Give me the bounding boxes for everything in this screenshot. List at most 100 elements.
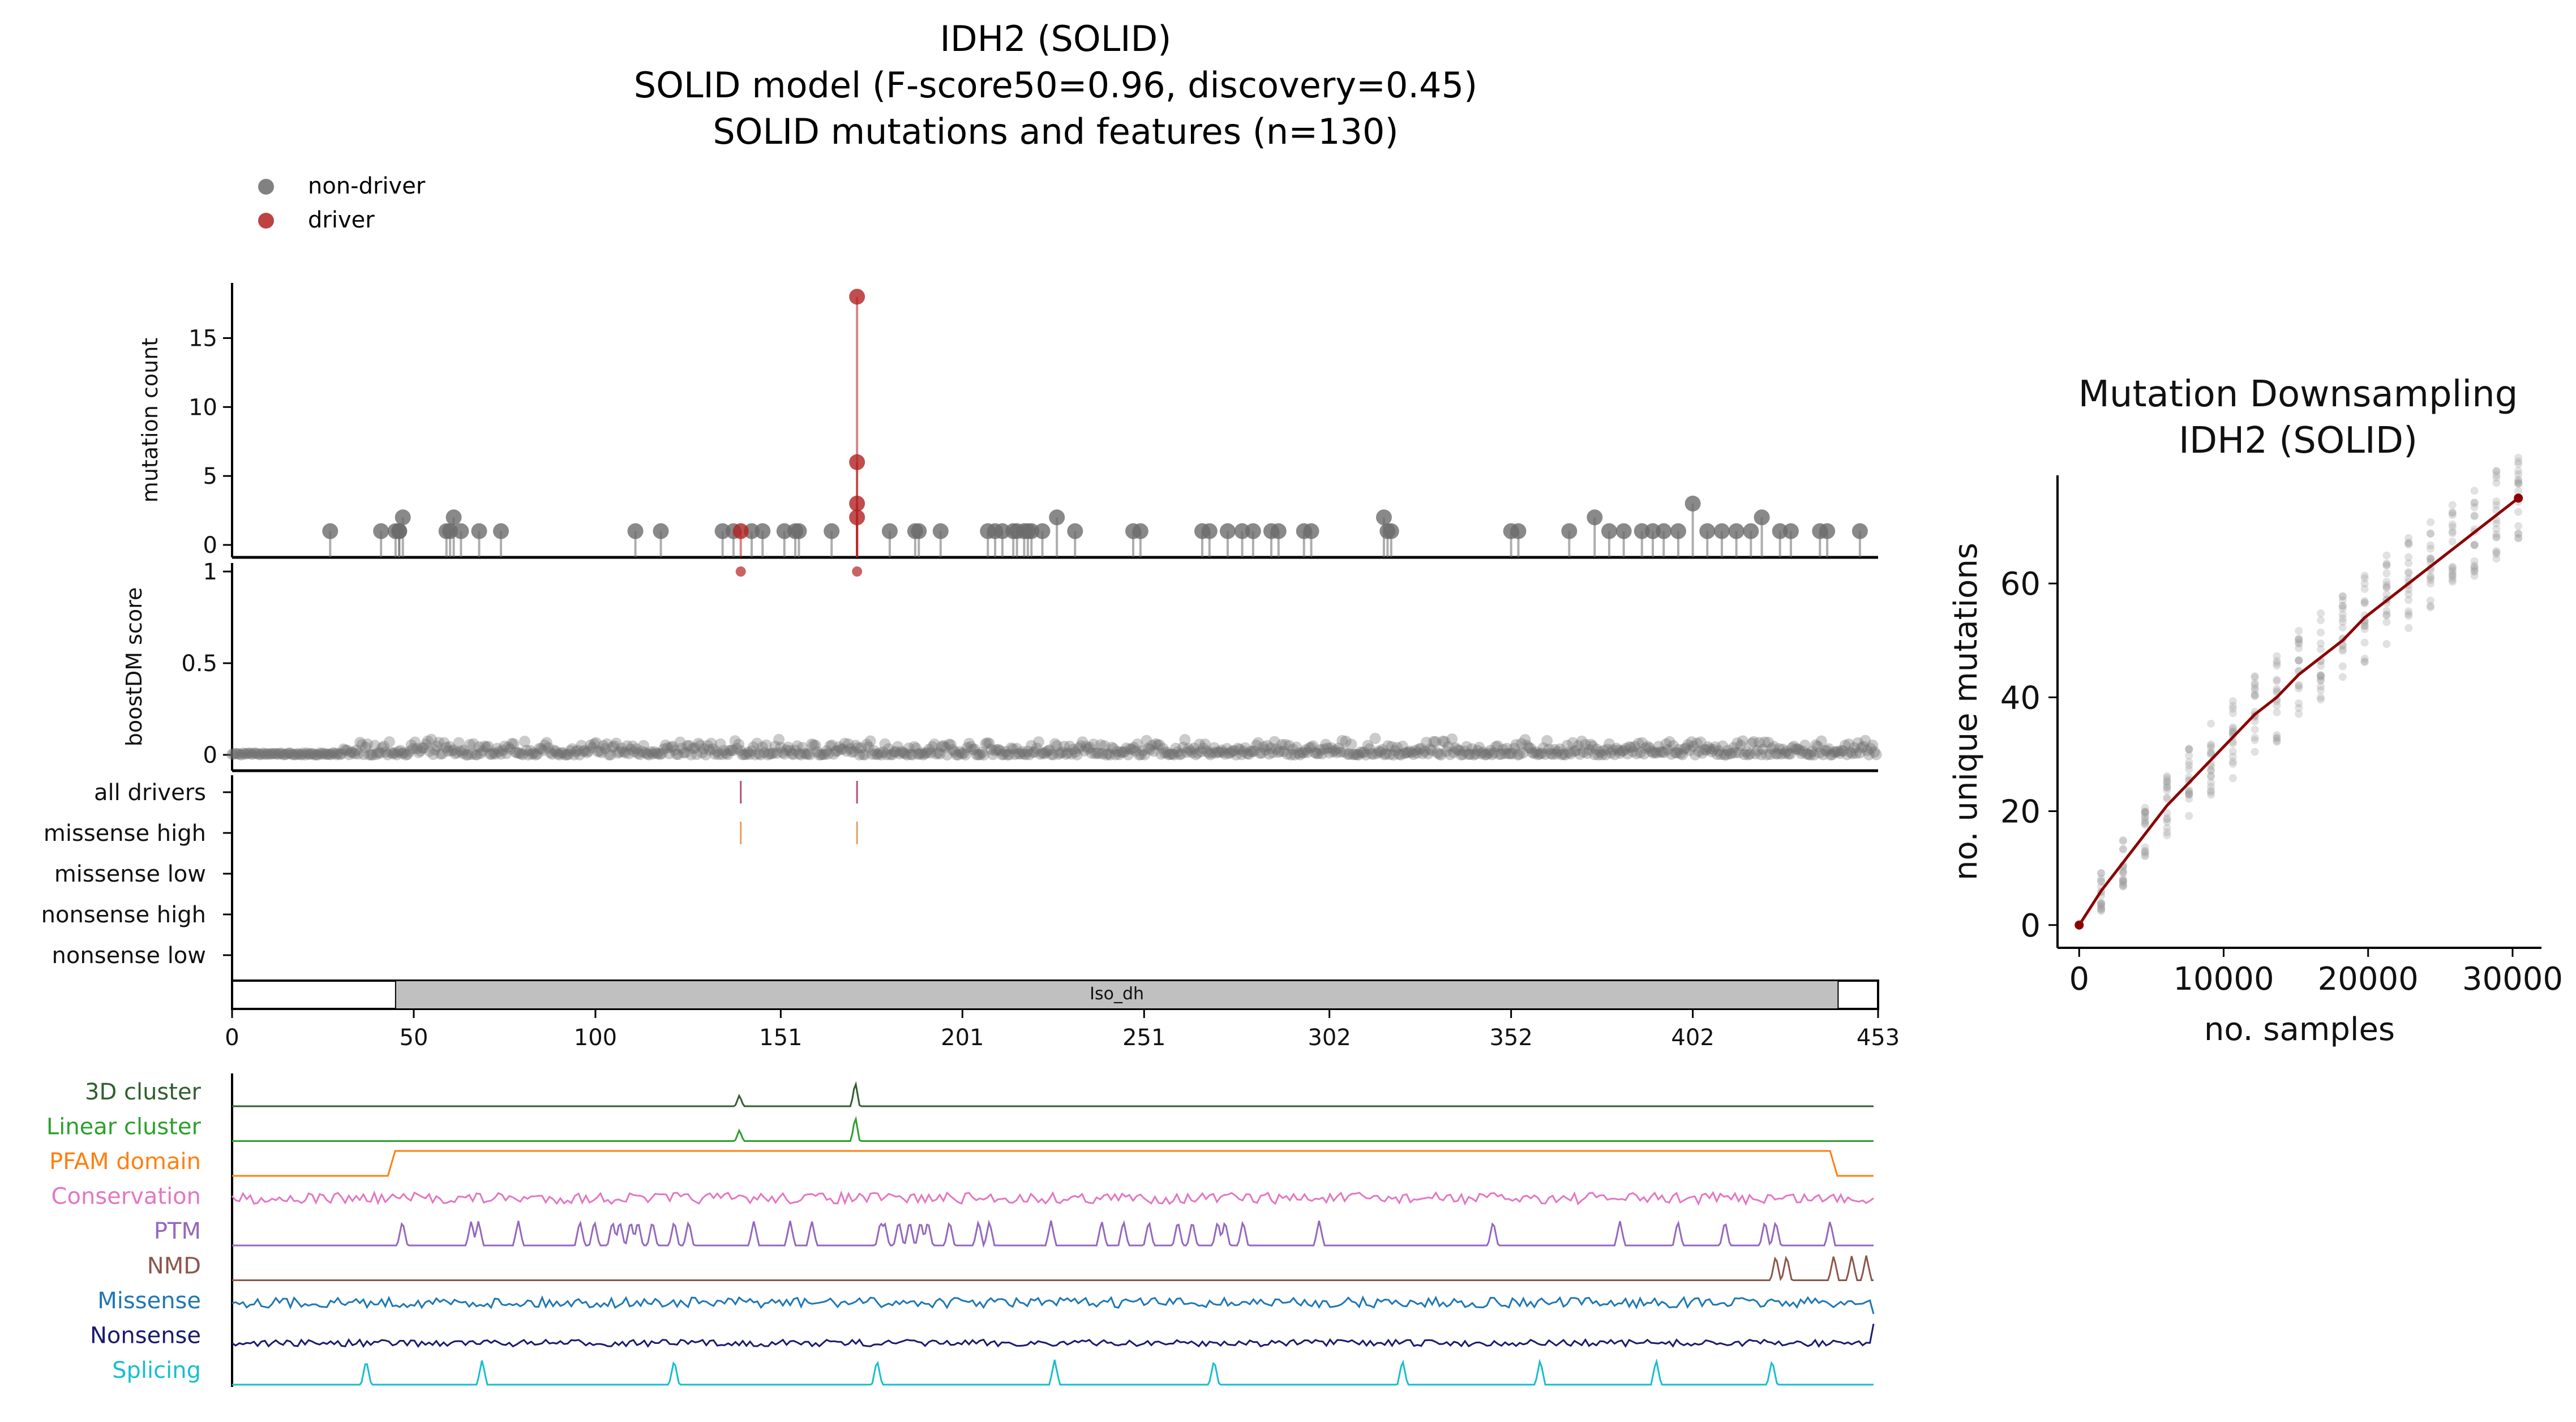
score-point-non-driver <box>1212 746 1224 758</box>
downsampling-replicate-point <box>2470 563 2479 572</box>
score-point-non-driver <box>601 738 613 750</box>
downsampling-replicate-point <box>2185 787 2193 796</box>
score-point-non-driver <box>1563 746 1575 758</box>
score-point-non-driver <box>1154 739 1165 751</box>
score-point-non-driver <box>1660 738 1672 750</box>
lollipop-non-driver <box>453 523 469 539</box>
downsampling-replicate-point <box>2228 774 2237 783</box>
downsampling-replicate-point <box>2097 902 2106 910</box>
score-point-non-driver <box>423 745 435 757</box>
downsampling-replicate-point <box>2382 583 2391 592</box>
score-point-non-driver <box>404 745 415 757</box>
legend-label-non-driver: non-driver <box>308 173 426 199</box>
downsampling-y-tick-label: 40 <box>2000 680 2041 716</box>
boostdm-score-panel: 0 0.5 1 boostDM score <box>122 559 1882 772</box>
lollipop-non-driver <box>322 523 338 539</box>
feature-line <box>232 1295 1875 1314</box>
score-point-non-driver <box>307 747 319 759</box>
score-point-non-driver <box>1525 742 1537 754</box>
score-point-non-driver <box>1064 740 1075 752</box>
score-point-non-driver <box>905 749 916 761</box>
score-point-non-driver <box>906 749 918 761</box>
score-point-non-driver <box>1629 741 1641 753</box>
downsampling-replicate-point <box>2141 813 2149 822</box>
score-point-non-driver <box>1375 746 1387 758</box>
score-point-non-driver <box>1850 747 1862 759</box>
score-point-non-driver <box>1356 747 1368 759</box>
score-point-non-driver <box>1246 746 1258 758</box>
downsampling-replicate-point <box>2426 579 2434 588</box>
lollipop-non-driver <box>791 523 807 539</box>
score-point-non-driver <box>1662 744 1674 755</box>
score-point-non-driver <box>1185 745 1197 757</box>
lollipop-non-driver <box>1383 523 1399 539</box>
score-point-non-driver <box>618 746 629 758</box>
downsampling-replicate-point <box>2273 657 2281 665</box>
score-point-non-driver <box>1360 749 1372 761</box>
score-point-non-driver <box>830 745 842 757</box>
score-point-non-driver <box>299 749 311 761</box>
score-point-non-driver <box>1336 734 1348 746</box>
lollipop-driver <box>849 495 865 512</box>
downsampling-y-tick-label: 60 <box>2000 566 2041 603</box>
score-point-non-driver <box>1556 749 1568 761</box>
score-point-non-driver <box>1159 747 1171 759</box>
downsampling-replicate-point <box>2338 596 2347 605</box>
downsampling-replicate-point <box>2338 602 2347 610</box>
downsampling-replicate-point <box>2295 644 2303 652</box>
score-point-non-driver <box>1818 749 1829 761</box>
score-point-non-driver <box>350 744 362 756</box>
score-point-non-driver <box>387 748 399 760</box>
score-point-non-driver <box>864 735 876 747</box>
score-point-non-driver <box>1627 746 1639 758</box>
downsampling-replicate-point <box>2295 684 2303 693</box>
downsampling-replicate-point <box>2317 673 2325 681</box>
downsampling-replicate-point <box>2141 808 2149 817</box>
score-point-non-driver <box>409 736 421 748</box>
score-point-non-driver <box>1093 747 1105 759</box>
score-point-non-driver <box>663 747 675 759</box>
score-point-non-driver <box>1481 749 1493 761</box>
score-point-non-driver <box>1600 749 1611 761</box>
score-point-non-driver <box>1696 747 1708 759</box>
score-point-non-driver <box>882 743 894 755</box>
score-point-non-driver <box>411 742 423 754</box>
score-point-non-driver <box>1461 741 1472 753</box>
protein-domain-panel: Iso_dh 0 50 100 151 201 251 302 352 402 453 <box>225 979 1900 1051</box>
score-point-non-driver <box>1755 749 1767 761</box>
score-point-non-driver <box>1104 749 1116 761</box>
score-point-non-driver <box>1386 741 1398 753</box>
score-point-non-driver <box>972 749 984 761</box>
downsampling-replicate-point <box>2163 793 2171 802</box>
score-point-non-driver <box>298 747 310 759</box>
score-point-non-driver <box>1320 738 1332 750</box>
score-point-non-driver <box>1671 747 1683 759</box>
score-point-non-driver <box>1137 745 1149 757</box>
score-point-non-driver <box>1250 740 1262 751</box>
score-point-non-driver <box>264 748 276 760</box>
score-point-non-driver <box>533 742 545 754</box>
count-y-axis-label: mutation count <box>138 338 162 502</box>
downsampling-replicate-point <box>2185 761 2193 770</box>
downsampling-replicate-point <box>2338 592 2347 600</box>
downsampling-replicate-point <box>2514 470 2523 479</box>
score-point-non-driver <box>570 746 582 758</box>
score-point-non-driver <box>1371 747 1383 759</box>
lollipop-driver <box>732 523 749 539</box>
score-point-non-driver <box>1018 748 1030 760</box>
score-point-non-driver <box>1411 747 1423 759</box>
score-point-non-driver <box>1623 741 1635 753</box>
downsampling-replicate-point <box>2470 541 2479 549</box>
score-point-non-driver <box>681 740 693 751</box>
score-point-non-driver <box>1408 749 1420 761</box>
score-point-non-driver <box>1151 739 1163 751</box>
score-point-non-driver <box>771 747 783 759</box>
score-point-non-driver <box>1080 741 1092 753</box>
downsampling-replicate-point <box>2404 538 2413 547</box>
score-point-non-driver <box>563 748 575 760</box>
score-point-non-driver <box>1437 735 1448 747</box>
downsampling-x-tick-label: 30000 <box>2462 961 2563 998</box>
score-point-non-driver <box>824 740 836 752</box>
downsampling-replicate-point <box>2514 467 2523 475</box>
score-point-non-driver <box>702 740 714 751</box>
